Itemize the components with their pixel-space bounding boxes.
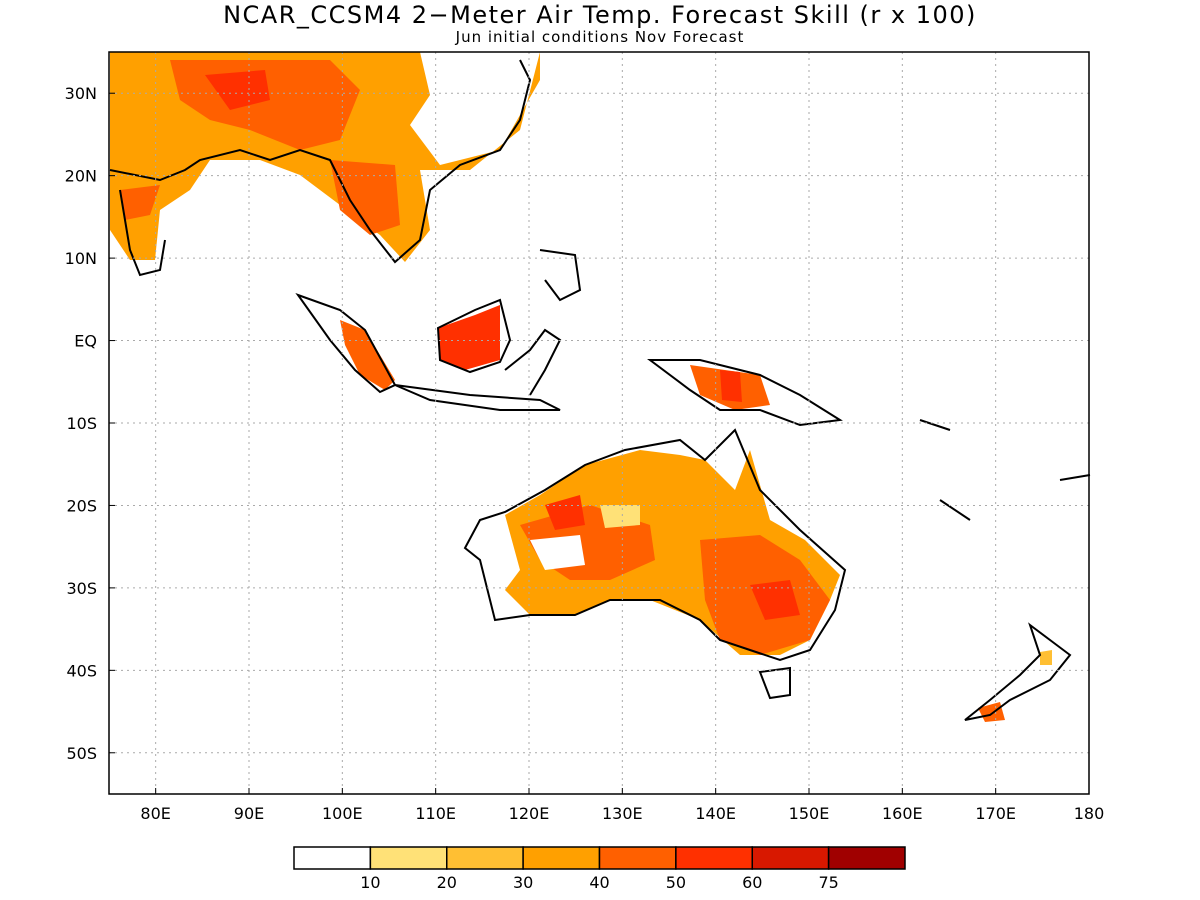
colorbar-label: 40 — [589, 873, 609, 892]
map-frame — [108, 51, 1090, 795]
y-tick-label: EQ — [74, 332, 97, 351]
skill-field — [110, 52, 1052, 722]
colorbar-swatch — [293, 846, 372, 870]
y-tick-label: 20S — [66, 496, 97, 515]
colorbar-swatch — [598, 846, 677, 870]
colorbar-label: 10 — [360, 873, 380, 892]
x-tick-label: 130E — [602, 804, 643, 823]
map-grid — [109, 52, 1089, 794]
chart-title: NCAR_CCSM4 2−Meter Air Temp. Forecast Sk… — [223, 1, 977, 29]
coastlines — [109, 59, 1091, 721]
x-tick-label: 90E — [234, 804, 264, 823]
map-ticks: 80E 90E 100E 110E 120E 130E 140E 150E 160E 170E 18… — [65, 84, 1105, 823]
y-tick-label: 10S — [66, 414, 97, 433]
colorbar-label: 20 — [437, 873, 457, 892]
colorbar-swatch — [827, 846, 906, 870]
colorbar-swatch — [751, 846, 830, 870]
colorbar-label: 60 — [742, 873, 762, 892]
colorbar-swatch — [675, 846, 753, 870]
colorbar-label: 50 — [666, 873, 686, 892]
x-tick-label: 150E — [789, 804, 830, 823]
colorbar-swatch — [522, 846, 601, 870]
y-tick-label: 10N — [65, 249, 97, 268]
colorbar: 10 20 30 40 50 60 75 — [293, 846, 906, 892]
x-tick-label: 120E — [509, 804, 550, 823]
x-tick-label: 160E — [882, 804, 923, 823]
x-tick-label: 180 — [1074, 804, 1105, 823]
x-tick-label: 140E — [695, 804, 736, 823]
x-tick-label: 170E — [975, 804, 1016, 823]
y-tick-label: 40S — [66, 661, 97, 680]
colorbar-label: 75 — [818, 873, 838, 892]
chart-subtitle: Jun initial conditions Nov Forecast — [455, 28, 745, 46]
y-tick-label: 20N — [65, 167, 97, 186]
y-tick-label: 30N — [65, 84, 97, 103]
colorbar-swatch — [369, 846, 448, 870]
colorbar-swatch — [446, 846, 524, 870]
y-tick-label: 30S — [66, 579, 97, 598]
colorbar-label: 30 — [513, 873, 533, 892]
y-tick-label: 50S — [66, 744, 97, 763]
x-tick-label: 110E — [415, 804, 456, 823]
x-tick-label: 100E — [322, 804, 363, 823]
x-tick-label: 80E — [140, 804, 170, 823]
